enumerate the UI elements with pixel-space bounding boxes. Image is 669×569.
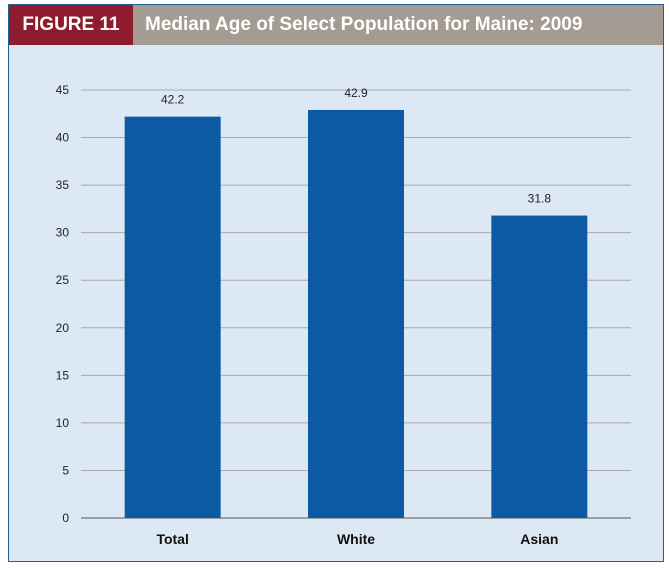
data-label: 42.9 — [344, 86, 368, 100]
y-tick-label: 20 — [56, 321, 70, 335]
y-tick-label: 30 — [56, 226, 70, 240]
figure-frame: FIGURE 11 Median Age of Select Populatio… — [8, 4, 664, 562]
x-category-label: Total — [156, 531, 188, 547]
y-tick-label: 40 — [56, 131, 70, 145]
y-tick-label: 35 — [56, 178, 70, 192]
data-label: 31.8 — [528, 192, 552, 206]
y-tick-label: 5 — [62, 463, 69, 477]
bar-total — [124, 116, 221, 519]
y-tick-label: 45 — [56, 83, 70, 97]
figure-header: FIGURE 11 Median Age of Select Populatio… — [9, 5, 663, 45]
bar-chart: 0 5 10 15 20 25 30 35 40 45 42.2 Total 42.9 White 31.8… — [56, 83, 631, 547]
bar-white — [308, 109, 404, 519]
y-tick-label: 25 — [56, 273, 70, 287]
figure-number: FIGURE 11 — [9, 5, 133, 45]
y-tick-label: 15 — [56, 368, 70, 382]
y-tick-label: 0 — [62, 511, 69, 525]
x-category-label: Asian — [520, 531, 558, 547]
data-label: 42.2 — [161, 93, 185, 107]
chart-title: Median Age of Select Population for Main… — [145, 14, 583, 35]
y-tick-label: 10 — [56, 416, 70, 430]
x-category-label: White — [337, 531, 375, 547]
bar-asian — [491, 215, 588, 518]
